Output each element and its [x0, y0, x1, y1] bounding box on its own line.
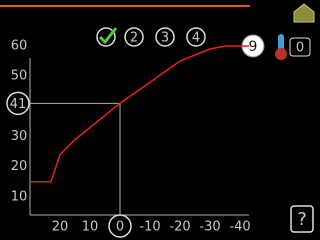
y-tick-label: 10	[11, 189, 28, 204]
step-label[interactable]: 4	[192, 31, 200, 46]
help-button[interactable]	[290, 205, 314, 233]
offset-value[interactable]: 0	[296, 41, 304, 56]
x-tick-label: 20	[52, 220, 69, 235]
step-circle[interactable]	[124, 27, 144, 47]
x-tick-label: -20	[169, 220, 190, 235]
step-label[interactable]: 3	[161, 31, 169, 46]
y-tick-label: 20	[11, 159, 28, 174]
y-tick-label: 50	[11, 69, 28, 84]
x-tick-label: -30	[199, 220, 220, 235]
help-label[interactable]: ?	[297, 209, 307, 230]
x-tick-label: -40	[229, 220, 250, 235]
x-tick-label: 10	[82, 220, 99, 235]
selected-x-badge	[108, 214, 132, 238]
home-icon[interactable]	[293, 3, 315, 23]
curve	[30, 45, 249, 183]
thermometer-icon	[275, 34, 287, 60]
step-circle[interactable]	[186, 27, 206, 47]
plot: 10 20 30 50 60 20 10 -10 -20 -30 -40 41 0	[6, 39, 251, 238]
step-circle[interactable]	[155, 27, 175, 47]
selected-y-badge	[6, 91, 30, 116]
step-label[interactable]: 2	[130, 31, 138, 46]
selected-y-label: 41	[10, 97, 27, 112]
curve-value[interactable]: 9	[249, 39, 258, 55]
selected-x-label: 0	[116, 220, 124, 235]
offset-box[interactable]	[289, 37, 311, 57]
y-tick-label: 30	[11, 129, 28, 144]
y-tick-label: 60	[11, 39, 28, 54]
step-done[interactable]	[96, 27, 118, 47]
x-tick-label: -10	[139, 220, 160, 235]
